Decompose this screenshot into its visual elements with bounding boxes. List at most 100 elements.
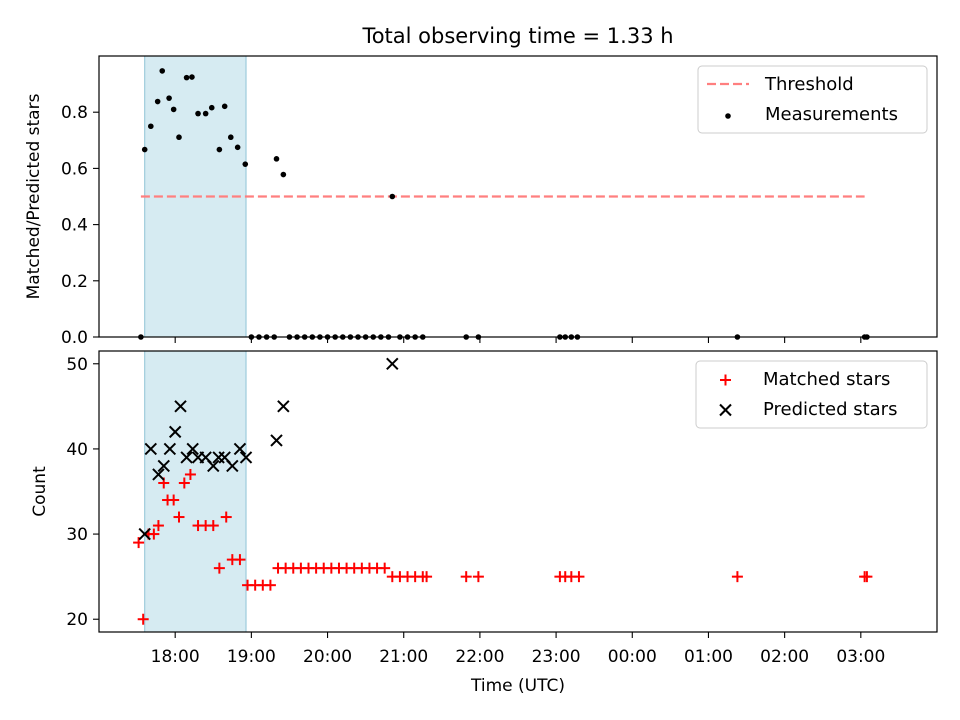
predicted-star-point — [157, 459, 170, 473]
x-tick-label: 02:00 — [760, 647, 809, 667]
measurement-point — [242, 161, 249, 167]
bottom-y-tick-label: 30 — [66, 525, 88, 545]
predicted-star-point — [270, 434, 283, 447]
matched-star-point — [148, 528, 160, 540]
measurement-point — [280, 171, 287, 178]
predicted-star-point — [144, 442, 158, 456]
measurement-point — [234, 144, 241, 151]
matched-star-point — [137, 613, 149, 625]
matched-star-point — [220, 511, 232, 523]
x-tick-label: 00:00 — [608, 647, 657, 667]
measurement-point — [221, 103, 228, 110]
predicted-star-point — [174, 400, 187, 413]
measurement-point — [141, 146, 148, 153]
bottom-window-shade — [144, 350, 247, 633]
matched-star-point — [861, 571, 873, 583]
x-axis-label: Time (UTC) — [470, 676, 565, 696]
bottom-y-tick-label: 20 — [66, 610, 88, 630]
x-tick-label: 19:00 — [227, 647, 276, 667]
top-y-tick-label: 0.0 — [61, 328, 88, 348]
matched-star-point — [133, 537, 145, 549]
predicted-star-point — [168, 425, 182, 439]
x-tick-label: 03:00 — [836, 647, 885, 667]
measurement-point — [159, 68, 166, 74]
bottom-axis-ticks: 20 30 40 50 18:00 19:00 20:00 21:00 22:00 23:00 00… — [66, 355, 885, 667]
measurement-point — [227, 134, 234, 141]
matched-star-point — [731, 571, 743, 583]
x-tick-label: 23:00 — [532, 647, 581, 667]
legend-measurement-label: Measurements — [765, 104, 898, 125]
bottom-observing-window-band — [144, 350, 247, 633]
bottom-y-axis-label: Count — [30, 466, 50, 517]
x-tick-label: 18:00 — [151, 647, 200, 667]
measurement-point — [176, 134, 182, 141]
measurement-point — [389, 193, 396, 200]
legend-measurement-swatch — [725, 113, 731, 119]
measurement-point — [189, 74, 195, 80]
bottom-count-points — [133, 357, 873, 625]
measurement-point — [183, 74, 190, 81]
matched-star-point — [573, 571, 585, 583]
matched-star-point — [207, 520, 219, 532]
predicted-star-point — [386, 357, 399, 370]
matched-star-point — [379, 562, 391, 574]
predicted-star-point — [138, 527, 151, 541]
measurement-point — [166, 95, 172, 101]
bottom-y-tick-label: 50 — [66, 355, 88, 375]
measurement-point — [273, 156, 280, 162]
x-tick-label: 22:00 — [455, 647, 504, 667]
predicted-star-point — [186, 442, 199, 456]
measurement-point — [216, 146, 223, 153]
measurement-point — [208, 104, 215, 111]
predicted-star-point — [226, 459, 239, 473]
predicted-star-point — [207, 459, 220, 473]
matched-star-point — [173, 511, 185, 523]
legend-matched-swatch — [720, 374, 731, 386]
bottom-y-tick-label: 40 — [66, 440, 88, 460]
top-y-tick-label: 0.8 — [61, 103, 88, 123]
measurement-point — [202, 110, 209, 117]
measurement-point — [148, 123, 154, 130]
predicted-star-point — [180, 451, 193, 464]
measurement-point — [195, 110, 201, 117]
top-y-tick-label: 0.4 — [61, 216, 88, 236]
predicted-star-point — [233, 442, 247, 456]
x-tick-label: 21:00 — [379, 647, 428, 667]
predicted-star-point — [239, 451, 253, 464]
x-tick-label: 01:00 — [684, 647, 733, 667]
bottom-legend-box — [695, 360, 928, 429]
bottom-axes-frame — [98, 350, 938, 633]
predicted-star-point — [277, 400, 290, 413]
predicted-star-point — [152, 468, 165, 481]
legend-predicted-swatch — [719, 403, 732, 417]
matched-star-point — [184, 468, 196, 480]
legend-threshold-label: Threshold — [764, 74, 854, 95]
measurement-point — [154, 98, 161, 105]
top-y-tick-label: 0.6 — [61, 159, 88, 179]
top-legend-box — [697, 65, 928, 134]
legend-predicted-label: Predicted stars — [763, 399, 897, 420]
top-axes-frame — [98, 55, 938, 338]
measurement-point — [170, 106, 177, 113]
matched-star-point — [152, 520, 164, 532]
legend-matched-label: Matched stars — [763, 369, 890, 390]
matched-star-point — [234, 554, 246, 566]
matched-star-point — [178, 477, 190, 489]
predicted-star-point — [163, 442, 177, 456]
top-y-tick-label: 0.2 — [61, 272, 88, 292]
top-y-axis-label: Matched/Predicted stars — [24, 93, 44, 299]
chart-title: Total observing time = 1.33 h — [361, 24, 673, 48]
bottom-legend: Matched stars Predicted stars — [695, 360, 928, 429]
top-axis-ticks: 0.0 0.2 0.4 0.6 0.8 — [61, 103, 862, 348]
bottom-panel: 20 30 40 50 18:00 19:00 20:00 21:00 22:00 23:00 00… — [30, 350, 938, 696]
x-tick-label: 20:00 — [303, 647, 352, 667]
matched-star-point — [264, 579, 276, 591]
matched-star-point — [168, 494, 180, 506]
matched-star-point — [472, 571, 484, 583]
top-legend: Threshold Measurements — [697, 65, 928, 134]
matched-star-point — [460, 571, 472, 583]
matched-star-point — [213, 562, 225, 574]
matched-star-point — [421, 571, 433, 583]
top-panel: 0.00.20.40.60.8 Matched/Predicted stars … — [24, 55, 938, 348]
